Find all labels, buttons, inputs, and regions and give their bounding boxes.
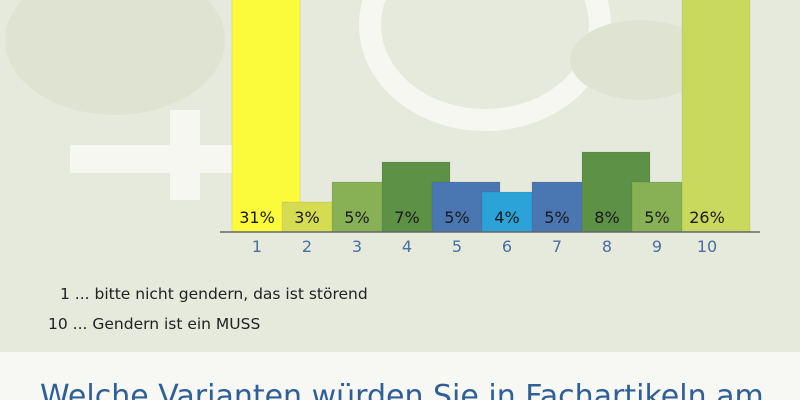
x-tick-1: 1 bbox=[252, 237, 262, 256]
value-labels-group: 31% 3% 5% 7% 5% 4% 5% 8% 5% 26% bbox=[239, 208, 725, 227]
bars-group bbox=[231, 0, 751, 233]
x-tick-5: 5 bbox=[452, 237, 462, 256]
value-label-8: 8% bbox=[594, 208, 619, 227]
female-symbol-background-icon bbox=[70, 0, 611, 200]
x-tick-6: 6 bbox=[502, 237, 512, 256]
bar-10 bbox=[681, 0, 751, 233]
bottom-panel: Welche Varianten würden Sie in Fachartik… bbox=[0, 352, 800, 400]
bar-chart: 31% 3% 5% 7% 5% 4% 5% 8% 5% 26% 1 2 3 4 5 6 7 8 9 10 bbox=[220, 0, 760, 256]
value-label-10: 26% bbox=[689, 208, 725, 227]
legend-note-last: 10 ... Gendern ist ein MUSS bbox=[48, 315, 261, 333]
value-label-1: 31% bbox=[239, 208, 275, 227]
value-label-6: 4% bbox=[494, 208, 519, 227]
value-label-7: 5% bbox=[544, 208, 569, 227]
bar-1 bbox=[231, 0, 301, 233]
x-tick-2: 2 bbox=[302, 237, 312, 256]
x-tick-8: 8 bbox=[602, 237, 612, 256]
value-label-5: 5% bbox=[444, 208, 469, 227]
value-label-2: 3% bbox=[294, 208, 319, 227]
x-tick-10: 10 bbox=[697, 237, 717, 256]
legend-note-first: 1 ... bitte nicht gendern, das ist störe… bbox=[60, 285, 368, 303]
x-tick-4: 4 bbox=[402, 237, 412, 256]
x-tick-3: 3 bbox=[352, 237, 362, 256]
value-label-3: 5% bbox=[344, 208, 369, 227]
x-tick-labels-group: 1 2 3 4 5 6 7 8 9 10 bbox=[252, 237, 717, 256]
x-tick-9: 9 bbox=[652, 237, 662, 256]
x-tick-7: 7 bbox=[552, 237, 562, 256]
value-label-4: 7% bbox=[394, 208, 419, 227]
question-title: Welche Varianten würden Sie in Fachartik… bbox=[40, 379, 764, 400]
value-label-9: 5% bbox=[644, 208, 669, 227]
